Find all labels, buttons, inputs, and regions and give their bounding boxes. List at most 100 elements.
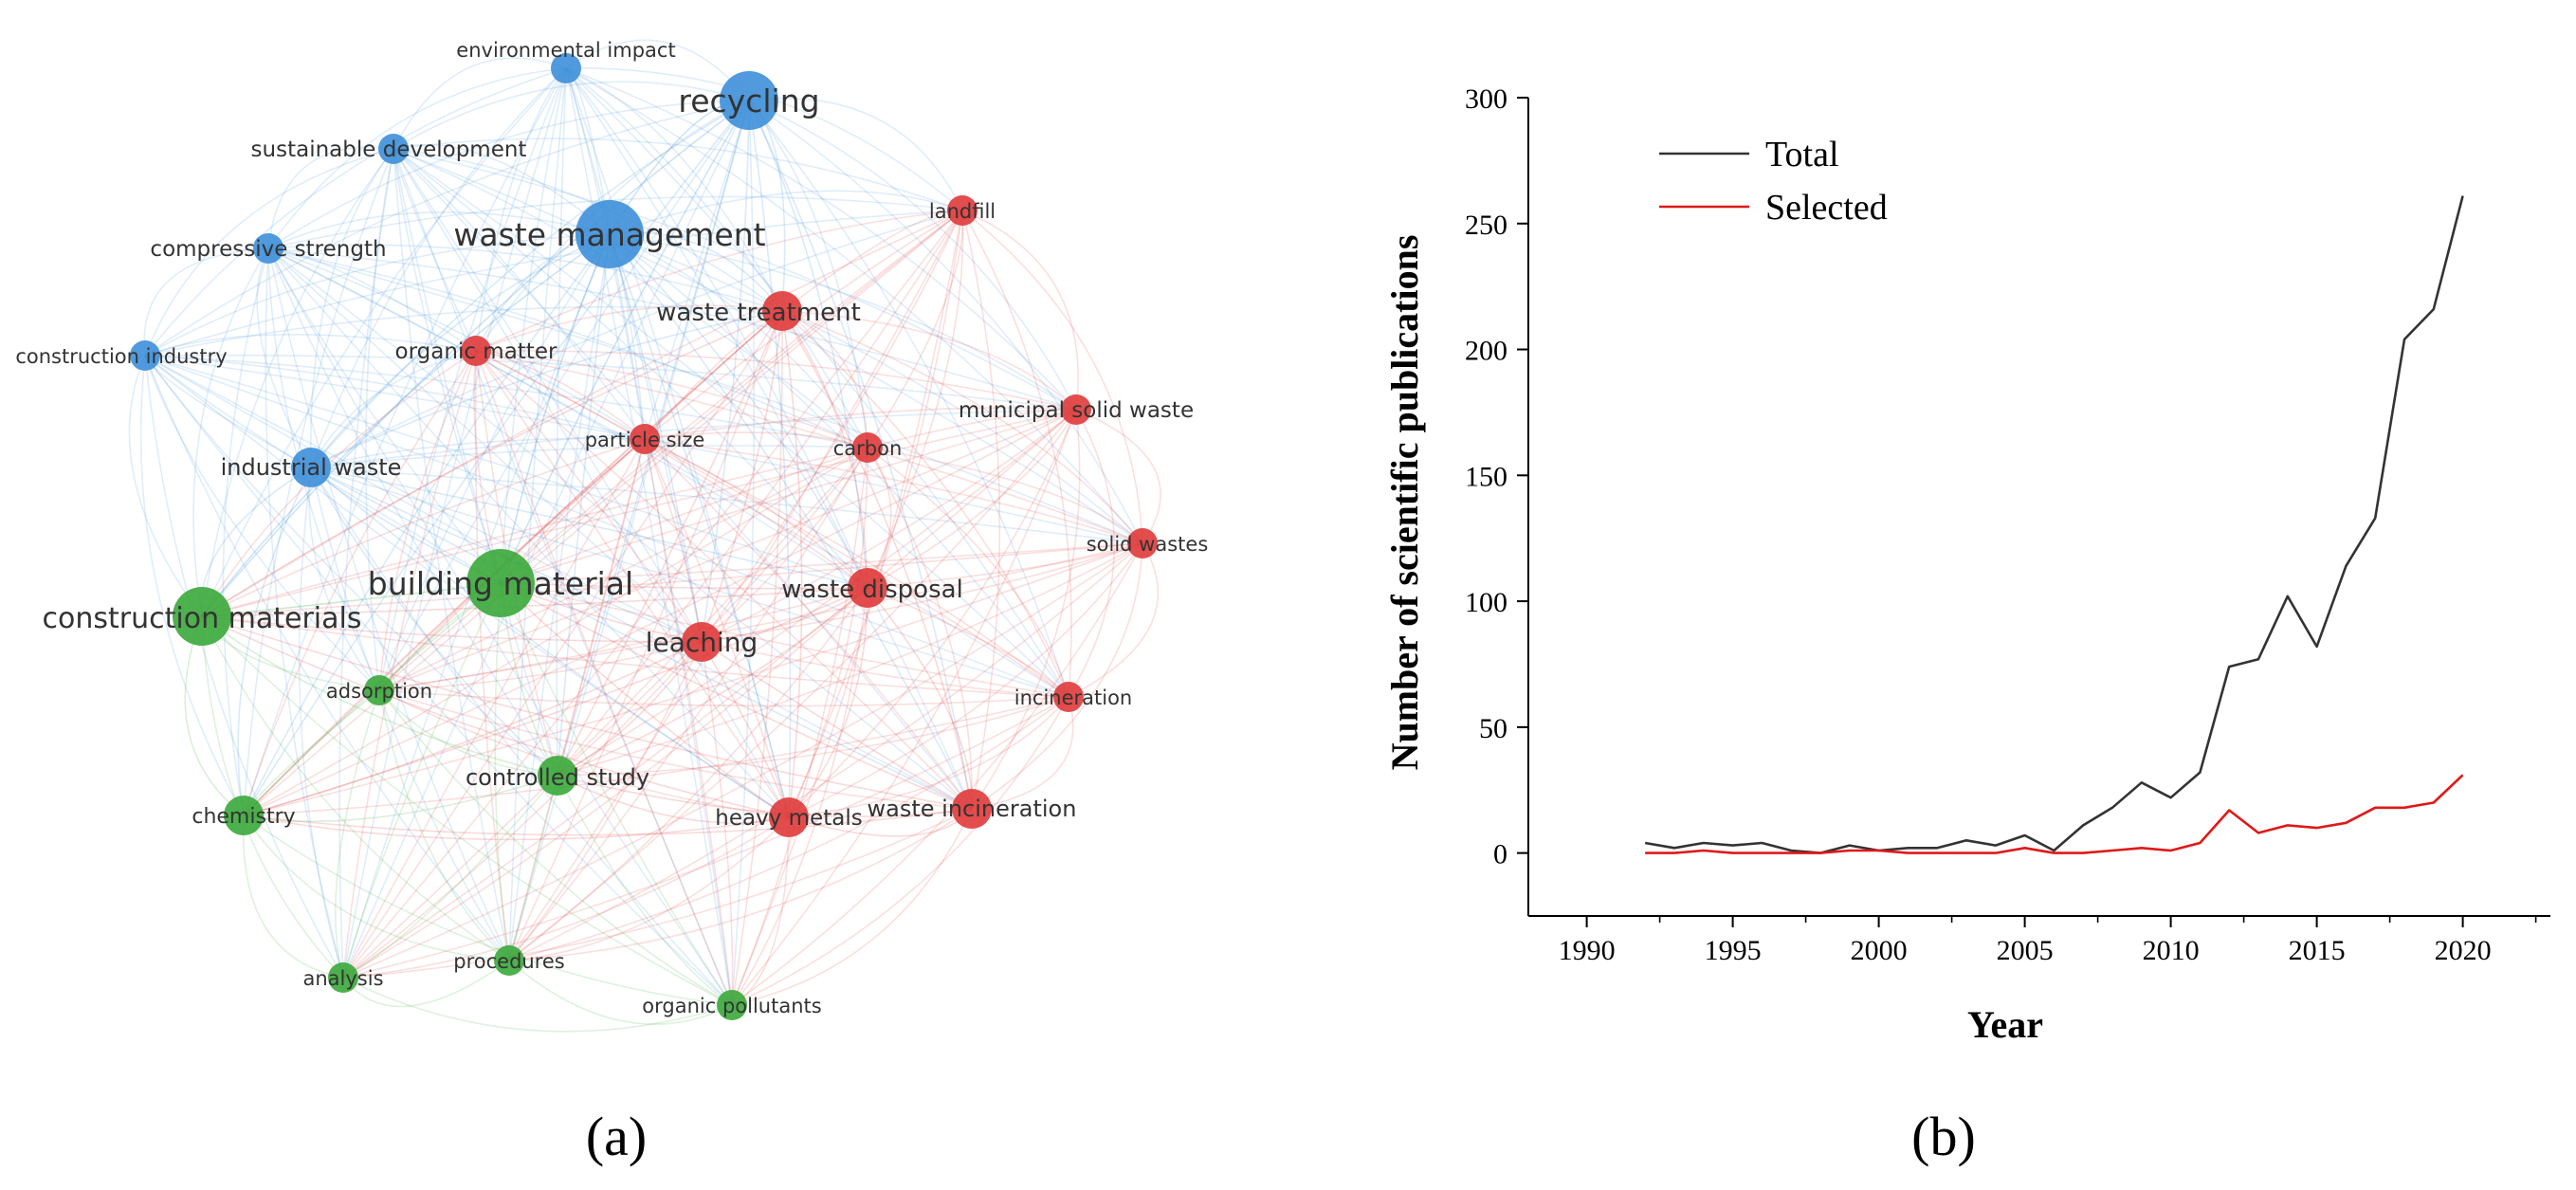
network-edge bbox=[609, 233, 973, 810]
network-edge bbox=[378, 689, 733, 1006]
node-label-heavy-metals: heavy metals bbox=[715, 806, 862, 831]
network-edge bbox=[378, 67, 567, 691]
node-chemistry[interactable] bbox=[224, 796, 264, 835]
node-controlled-study[interactable] bbox=[538, 756, 577, 796]
node-incineration[interactable] bbox=[1053, 682, 1084, 712]
node-label-waste-management: waste management bbox=[453, 216, 765, 253]
node-municipal-solid-waste[interactable] bbox=[1061, 394, 1091, 425]
network-edge bbox=[309, 148, 394, 468]
network-edge bbox=[342, 641, 703, 979]
network-edge bbox=[565, 67, 868, 589]
network-edge bbox=[609, 233, 733, 1006]
network-edge bbox=[508, 409, 1077, 961]
network-edge bbox=[557, 775, 733, 1006]
network-edge bbox=[1075, 409, 1161, 544]
network-edge bbox=[310, 467, 868, 589]
network-edge bbox=[310, 350, 477, 468]
network-edge bbox=[475, 350, 1077, 411]
node-organic-pollutants[interactable] bbox=[717, 990, 747, 1020]
network-edge bbox=[475, 210, 963, 352]
x-tick-label: 2015 bbox=[2289, 935, 2346, 966]
node-particle-size[interactable] bbox=[630, 424, 660, 454]
network-edge bbox=[342, 542, 1143, 979]
network-edges bbox=[128, 39, 1161, 1033]
network-edge bbox=[310, 467, 733, 1006]
node-organic-matter[interactable] bbox=[461, 336, 491, 366]
network-edge bbox=[565, 67, 790, 818]
network-edge bbox=[867, 447, 1069, 698]
network-edge bbox=[565, 67, 1069, 698]
node-building-material[interactable] bbox=[466, 549, 535, 617]
network-edge bbox=[267, 247, 477, 352]
node-construction-materials[interactable] bbox=[173, 587, 231, 646]
network-edge bbox=[378, 689, 1069, 707]
node-waste-treatment[interactable] bbox=[762, 291, 802, 331]
network-edge bbox=[393, 148, 868, 589]
chart-legend: Total Selected bbox=[1659, 135, 1888, 228]
node-leaching[interactable] bbox=[682, 622, 722, 662]
network-edge bbox=[310, 310, 783, 468]
network-edge bbox=[267, 146, 394, 249]
network-edge bbox=[565, 39, 750, 101]
node-construction-industry[interactable] bbox=[130, 340, 160, 371]
network-edge bbox=[378, 233, 611, 691]
network-edge bbox=[201, 542, 1143, 617]
network-edge bbox=[393, 148, 868, 449]
network-edge bbox=[557, 641, 703, 777]
node-heavy-metals[interactable] bbox=[769, 797, 809, 837]
node-recycling[interactable] bbox=[720, 71, 778, 130]
network-edge bbox=[342, 960, 510, 1008]
network-edge bbox=[781, 310, 1069, 698]
network-edge bbox=[144, 100, 750, 357]
network-edge bbox=[201, 615, 733, 1006]
network-edge bbox=[748, 100, 792, 818]
node-environmental-impact[interactable] bbox=[551, 53, 581, 83]
network-edge bbox=[144, 233, 611, 357]
node-label-controlled-study: controlled study bbox=[466, 764, 649, 791]
legend-label-total: Total bbox=[1765, 135, 1839, 174]
node-industrial-waste[interactable] bbox=[291, 448, 331, 487]
node-label-waste-incineration: waste incineration bbox=[868, 796, 1077, 822]
node-waste-management[interactable] bbox=[575, 200, 644, 268]
node-adsorption[interactable] bbox=[364, 675, 394, 705]
node-label-organic-matter: organic matter bbox=[395, 339, 557, 364]
network-edge bbox=[143, 247, 269, 357]
node-label-leaching: leaching bbox=[646, 627, 758, 658]
node-landfill[interactable] bbox=[947, 195, 977, 226]
network-edge bbox=[393, 143, 611, 235]
network-edge bbox=[557, 310, 783, 777]
network-edge bbox=[393, 148, 646, 440]
network-edge bbox=[867, 542, 1143, 589]
network-edge bbox=[557, 233, 611, 777]
network-edge bbox=[184, 615, 245, 816]
network-edge bbox=[393, 148, 510, 961]
node-waste-incineration[interactable] bbox=[952, 789, 992, 829]
node-carbon[interactable] bbox=[852, 432, 883, 463]
network-edge bbox=[144, 305, 783, 357]
network-edge bbox=[701, 641, 734, 1006]
network-edge bbox=[243, 438, 646, 816]
network-edge bbox=[393, 148, 1077, 411]
network-edge bbox=[1068, 542, 1160, 698]
network-edge bbox=[342, 582, 502, 979]
network-edge bbox=[342, 100, 750, 979]
network-edge bbox=[243, 815, 733, 1006]
node-compressive-strength[interactable] bbox=[253, 233, 283, 264]
network-edge bbox=[508, 816, 790, 961]
node-sustainable-development[interactable] bbox=[378, 134, 409, 164]
panel-label-a: (a) bbox=[586, 1106, 647, 1167]
network-edge bbox=[144, 355, 344, 979]
network-edge bbox=[475, 304, 783, 352]
node-solid-wastes[interactable] bbox=[1127, 528, 1158, 558]
network-edge bbox=[243, 587, 868, 816]
node-waste-disposal[interactable] bbox=[848, 568, 887, 608]
node-analysis[interactable] bbox=[328, 962, 358, 993]
node-procedures[interactable] bbox=[494, 945, 524, 976]
network-edge bbox=[342, 587, 868, 979]
network-edge bbox=[243, 233, 611, 816]
network-edge bbox=[139, 355, 245, 816]
network-edge bbox=[378, 100, 750, 691]
network-edge bbox=[243, 100, 750, 816]
